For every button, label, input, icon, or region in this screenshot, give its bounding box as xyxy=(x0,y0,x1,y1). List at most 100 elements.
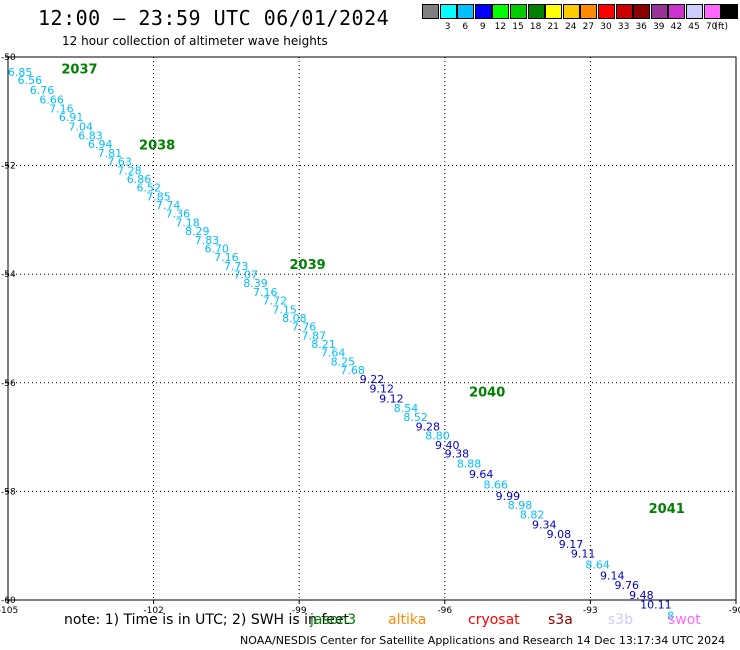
data-point-label: 9.12 xyxy=(369,383,394,396)
x-tick-label: -93 xyxy=(583,606,598,616)
satellite-jason3: jason3 xyxy=(310,612,357,628)
x-tick-label: -96 xyxy=(437,606,452,616)
data-point-label: 8.25 xyxy=(331,355,356,368)
y-tick-label: -60 xyxy=(1,596,16,606)
data-point-label: 7.87 xyxy=(302,329,327,342)
data-point-label: 7.83 xyxy=(195,234,220,247)
legend-swatch xyxy=(439,4,457,19)
legend-swatch xyxy=(474,4,492,19)
data-point-label: 9.08 xyxy=(547,528,572,541)
y-tick-label: -56 xyxy=(1,379,16,389)
y-tick-label: -50 xyxy=(1,53,16,63)
data-point-label: 7.64 xyxy=(321,347,346,360)
data-point-label: 8.82 xyxy=(520,509,545,522)
legend-swatch xyxy=(562,4,580,19)
x-tick-label: -99 xyxy=(292,606,307,616)
legend-swatch xyxy=(703,4,721,19)
time-label: 2037 xyxy=(61,62,97,77)
chart-subtitle: 12 hour collection of altimeter wave hei… xyxy=(62,34,328,48)
data-point-label: 9.99 xyxy=(496,490,521,503)
legend-swatch xyxy=(721,4,739,19)
data-point-label: 7.74 xyxy=(156,199,181,212)
data-point-label: 7.72 xyxy=(263,295,288,308)
legend-swatch xyxy=(598,4,615,19)
legend-swatch xyxy=(545,4,563,19)
legend-swatch xyxy=(668,4,686,19)
data-point-label: 6.83 xyxy=(78,130,103,143)
satellite-s3a: s3a xyxy=(548,612,573,628)
time-label: 2038 xyxy=(139,138,175,153)
data-point-label: 6.94 xyxy=(88,138,113,151)
data-point-label: 6.91 xyxy=(59,111,84,124)
legend-label: 24 xyxy=(565,22,577,32)
data-point-label: 7.16 xyxy=(49,102,74,115)
data-point-label: 7.36 xyxy=(166,208,191,221)
data-point-label: 6.85 xyxy=(8,66,33,79)
legend-label: 42 xyxy=(670,22,683,32)
legend-label: 27 xyxy=(582,22,595,32)
legend-label: 18 xyxy=(529,22,542,32)
data-point-label: 6.86 xyxy=(127,173,152,186)
data-point-label: 7.28 xyxy=(117,164,142,177)
satellite-altika: altika xyxy=(388,612,427,628)
data-point-label: 7.81 xyxy=(98,147,123,160)
data-point-label: 9.28 xyxy=(416,421,441,434)
data-point-label: 7.07 xyxy=(234,269,259,282)
legend-label: 70 xyxy=(705,22,718,32)
data-point-label: 8.08 xyxy=(282,312,307,325)
plot-frame xyxy=(7,56,737,601)
chart-title: 12:00 – 23:59 UTC 06/01/2024 xyxy=(38,6,390,30)
y-tick-label: -58 xyxy=(1,487,16,497)
data-point-label: 8.52 xyxy=(403,411,428,424)
legend-label: 15 xyxy=(512,22,524,32)
data-point-label: 8.39 xyxy=(243,277,268,290)
data-point-label: 8.21 xyxy=(311,338,336,351)
satellite-legend: jason3 altika cryosat s3a s3b swot xyxy=(310,612,730,630)
satellite-swot: swot xyxy=(668,612,701,628)
data-point-label: 7.76 xyxy=(292,321,317,334)
data-point-label: 9.48 xyxy=(629,589,654,602)
legend-swatch xyxy=(457,4,475,19)
legend-label: 30 xyxy=(600,22,612,32)
data-point-label: 8.98 xyxy=(508,499,533,512)
data-point-label: 10.11 xyxy=(640,599,672,612)
data-point-label: 9.40 xyxy=(435,439,460,452)
data-point-label: 9.22 xyxy=(360,373,385,386)
data-point-label: 7.18 xyxy=(175,216,200,229)
satellite-cryosat: cryosat xyxy=(468,612,520,628)
data-point-label: 7.68 xyxy=(340,364,365,377)
legend-swatch xyxy=(686,4,703,19)
data-point-label: 6.66 xyxy=(39,94,64,107)
data-point-label: 9.17 xyxy=(559,538,584,551)
data-point-label: 8.66 xyxy=(484,479,509,492)
data-point-label: 7.15 xyxy=(272,303,297,316)
data-point-label: 8.54 xyxy=(394,402,419,415)
data-point-label: 7.73 xyxy=(224,260,249,273)
data-point-label: 7.04 xyxy=(69,120,94,133)
data-point-label: 9.12 xyxy=(379,392,404,405)
legend-label: 36 xyxy=(635,22,647,32)
data-point-label: 9.34 xyxy=(532,518,557,531)
data-point-label: 7.16 xyxy=(214,251,239,264)
data-point-label: 8 xyxy=(667,610,674,623)
data-point-label: 6.70 xyxy=(204,242,229,255)
chart-footer: NOAA/NESDIS Center for Satellite Applica… xyxy=(240,634,726,647)
data-point-label: 9.64 xyxy=(469,468,494,481)
data-point-label: 7.85 xyxy=(146,190,171,203)
y-tick-label: -52 xyxy=(1,162,16,172)
legend-swatch xyxy=(527,4,545,19)
data-point-label: 9.14 xyxy=(600,569,625,582)
legend-label: 21 xyxy=(547,22,559,32)
satellite-s3b: s3b xyxy=(608,612,634,628)
legend-label: 39 xyxy=(653,22,665,32)
data-point-label: 9.76 xyxy=(615,579,640,592)
data-point-label: 6.52 xyxy=(136,182,161,195)
legend-unit: (ft) xyxy=(714,22,728,32)
legend-swatch xyxy=(510,4,527,19)
time-label: 2040 xyxy=(469,385,505,400)
legend-label: 3 xyxy=(444,22,451,32)
data-point-label: 6.56 xyxy=(18,74,43,87)
legend-swatch xyxy=(422,4,439,19)
x-tick-label: -90 xyxy=(729,606,740,616)
